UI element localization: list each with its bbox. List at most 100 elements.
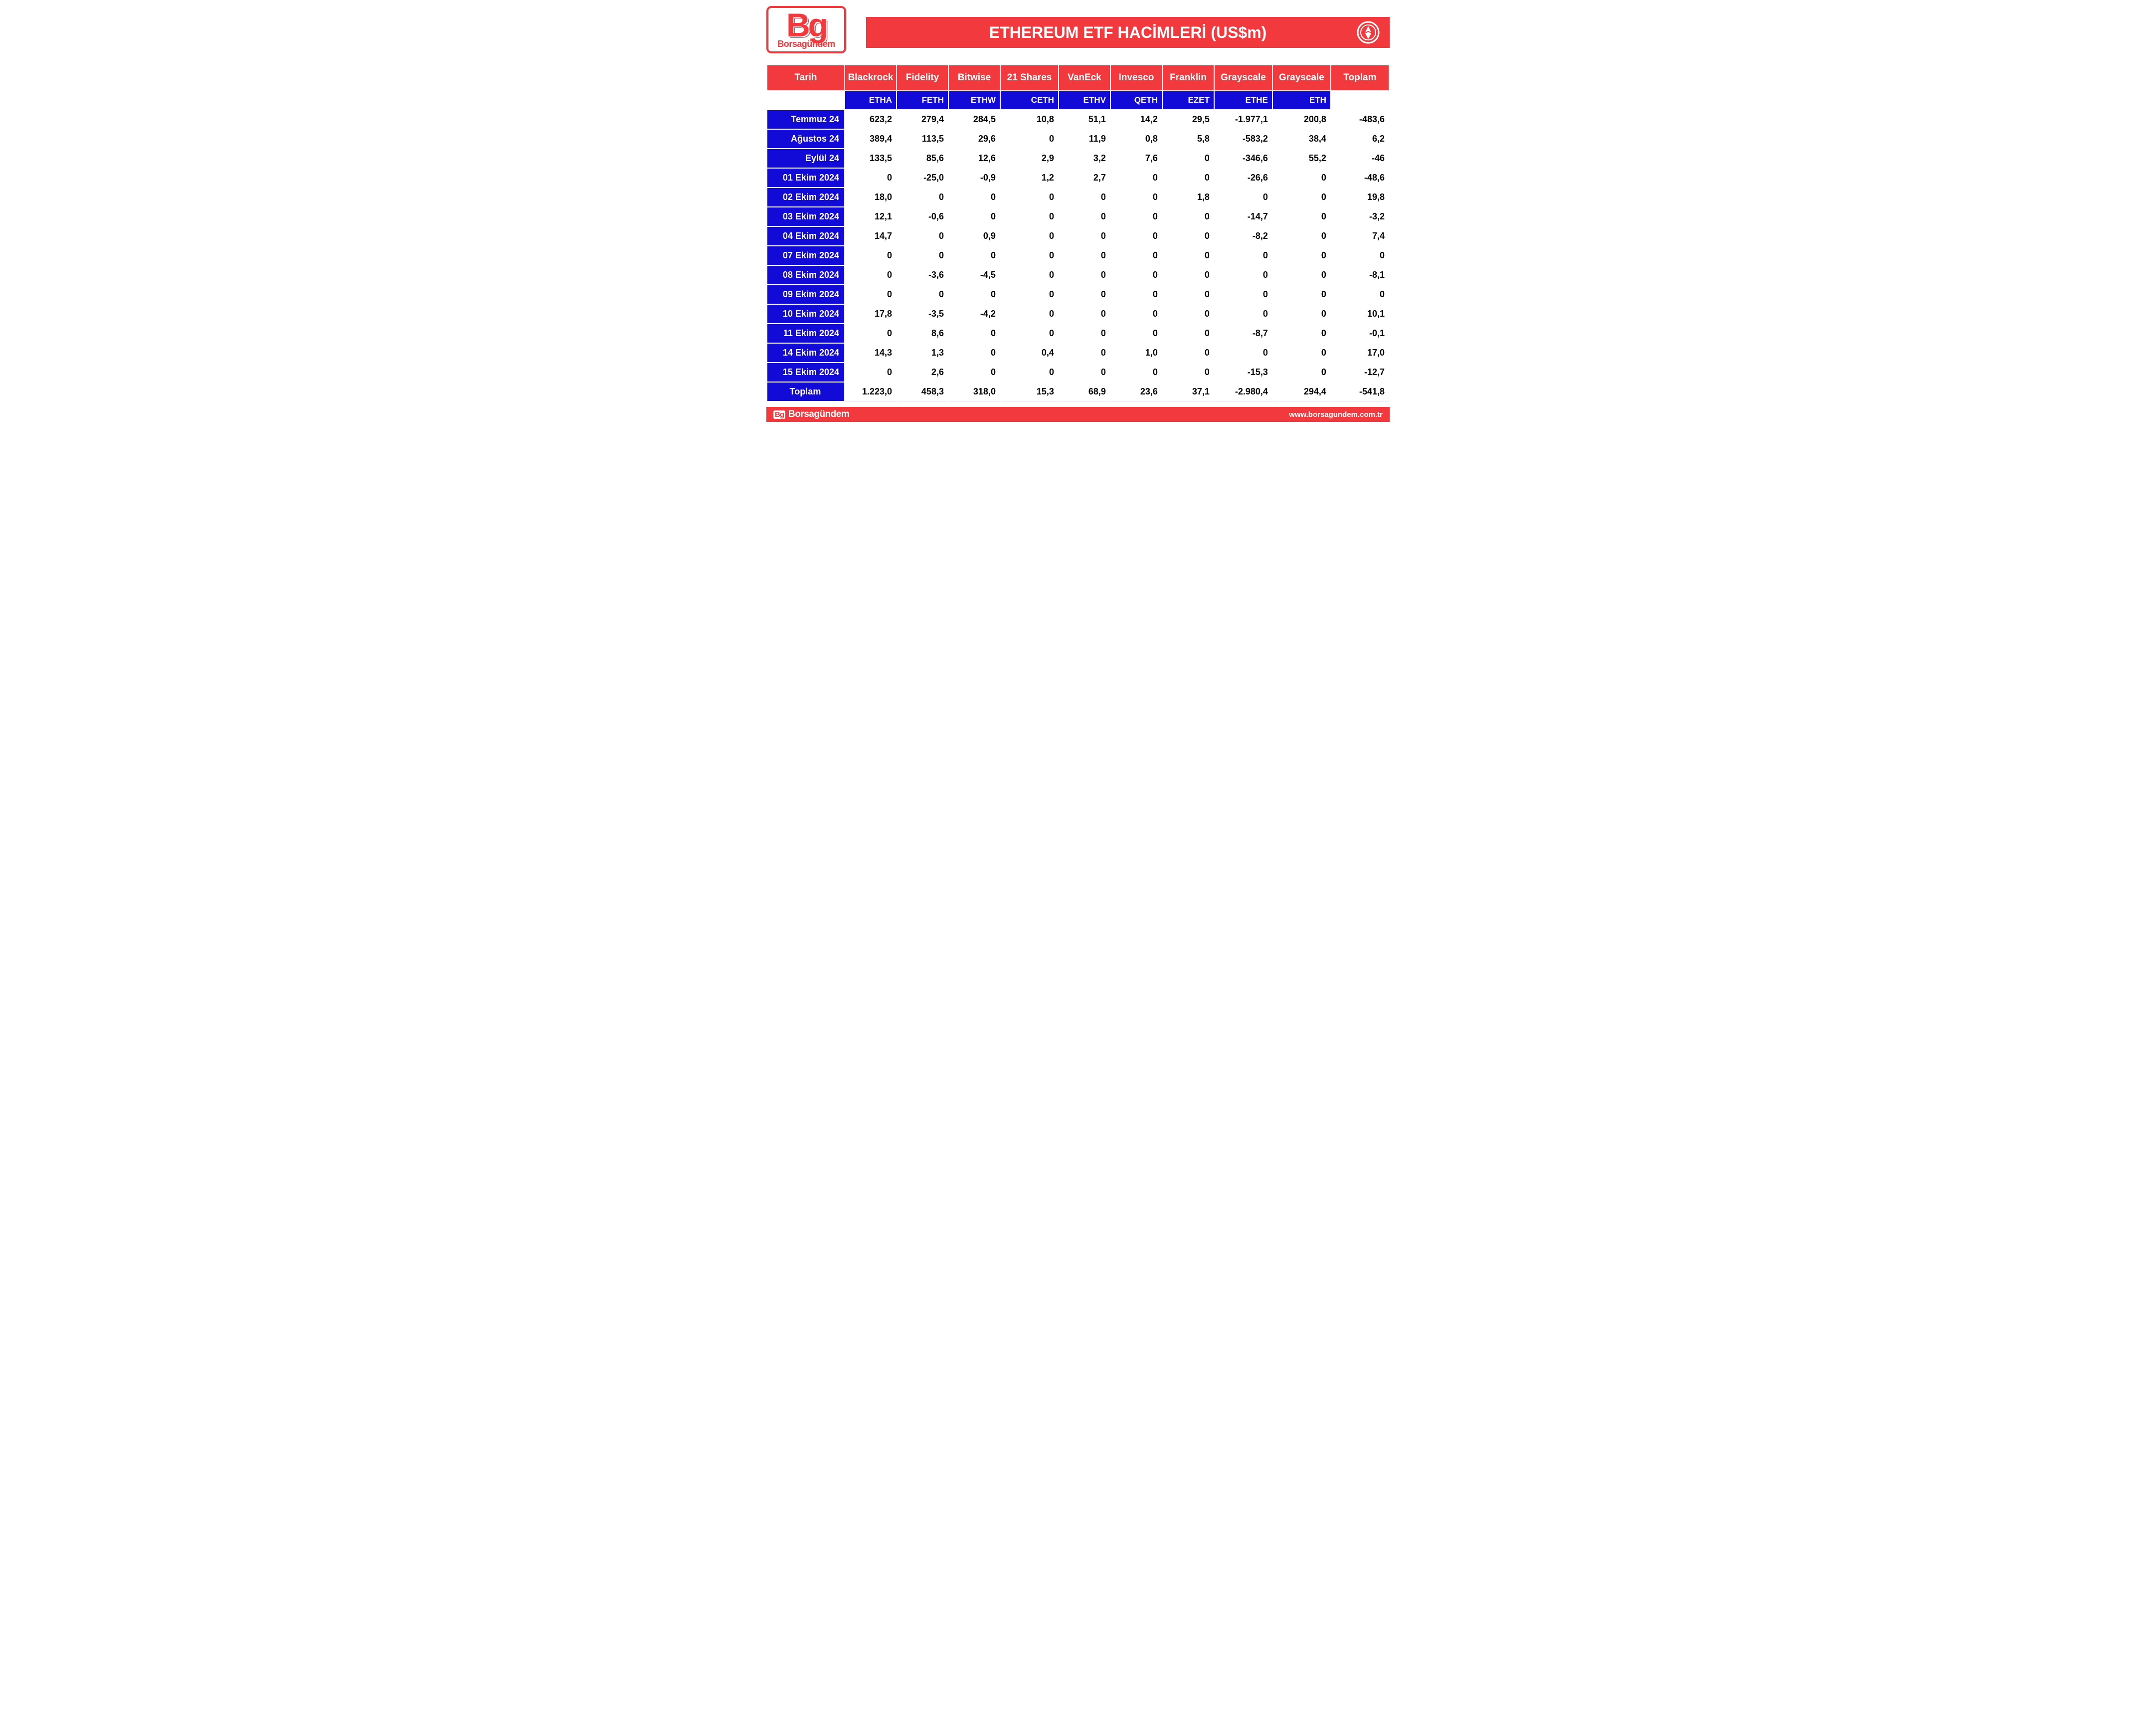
data-cell: 0 (1000, 129, 1059, 149)
column-total-cell: 68,9 (1059, 382, 1110, 401)
data-cell: 0 (1162, 207, 1214, 226)
data-cell: 0 (1272, 363, 1331, 382)
data-cell: 0 (948, 188, 1000, 207)
data-cell: 0 (1214, 343, 1272, 363)
blank-cell (1331, 91, 1389, 110)
table-row: Ağustos 24389,4113,529,6011,90,85,8-583,… (767, 129, 1389, 149)
data-cell: 0 (897, 226, 948, 246)
data-cell: 0 (1162, 265, 1214, 285)
data-cell: 0 (1059, 246, 1110, 265)
column-header-ticker: ETHE (1214, 91, 1272, 110)
blank-cell (767, 91, 845, 110)
data-cell: 0 (1272, 226, 1331, 246)
column-header-provider: Grayscale (1214, 65, 1272, 91)
data-cell: 0 (1000, 226, 1059, 246)
column-header-provider: Bitwise (948, 65, 1000, 91)
data-cell: 0 (1162, 304, 1214, 324)
data-cell: 0 (897, 188, 948, 207)
data-cell: 0 (1000, 363, 1059, 382)
row-total-cell: -46 (1331, 149, 1389, 168)
data-cell: -26,6 (1214, 168, 1272, 188)
data-cell: 0 (845, 324, 897, 343)
table-totals-row: Toplam1.223,0458,3318,015,368,923,637,1-… (767, 382, 1389, 401)
date-cell: Ağustos 24 (767, 129, 845, 149)
data-cell: 0 (948, 324, 1000, 343)
page-title: ETHEREUM ETF HACİMLERİ (US$m) (989, 23, 1266, 42)
date-cell: 07 Ekim 2024 (767, 246, 845, 265)
data-cell: 0 (1000, 304, 1059, 324)
column-header-ticker: ETHA (845, 91, 897, 110)
data-cell: 1,0 (1110, 343, 1162, 363)
data-cell: 279,4 (897, 110, 948, 129)
column-header-provider: Fidelity (897, 65, 948, 91)
data-cell: -4,2 (948, 304, 1000, 324)
brand-logo-small: Borsagündem (773, 39, 839, 49)
row-total-cell: 7,4 (1331, 226, 1389, 246)
data-cell: -25,0 (897, 168, 948, 188)
column-header-date: Tarih (767, 65, 845, 91)
table-header-providers: Tarih Blackrock Fidelity Bitwise 21 Shar… (767, 65, 1389, 91)
column-total-cell: 318,0 (948, 382, 1000, 401)
data-cell: 0,8 (1110, 129, 1162, 149)
date-cell: 08 Ekim 2024 (767, 265, 845, 285)
data-cell: 200,8 (1272, 110, 1331, 129)
totals-label-cell: Toplam (767, 382, 845, 401)
data-cell: -8,7 (1214, 324, 1272, 343)
data-cell: 623,2 (845, 110, 897, 129)
data-cell: 0 (1214, 188, 1272, 207)
data-cell: 0 (1059, 265, 1110, 285)
data-cell: 0 (845, 363, 897, 382)
column-total-cell: 37,1 (1162, 382, 1214, 401)
data-cell: 0 (1162, 324, 1214, 343)
data-cell: 284,5 (948, 110, 1000, 129)
row-total-cell: 6,2 (1331, 129, 1389, 149)
data-cell: 0 (1110, 363, 1162, 382)
data-cell: -0,6 (897, 207, 948, 226)
data-cell: 12,6 (948, 149, 1000, 168)
column-header-ticker: FETH (897, 91, 948, 110)
etf-volumes-table: Tarih Blackrock Fidelity Bitwise 21 Shar… (766, 64, 1390, 402)
data-cell: 0 (1110, 188, 1162, 207)
data-cell: 1,2 (1000, 168, 1059, 188)
data-cell: 0 (1272, 285, 1331, 304)
data-cell: 0 (1272, 265, 1331, 285)
data-cell: 0 (1110, 246, 1162, 265)
data-cell: 133,5 (845, 149, 897, 168)
data-cell: 0 (1059, 363, 1110, 382)
row-total-cell: 0 (1331, 246, 1389, 265)
column-header-provider: Franklin (1162, 65, 1214, 91)
table-row: Temmuz 24623,2279,4284,510,851,114,229,5… (767, 110, 1389, 129)
data-cell: 0 (1059, 285, 1110, 304)
data-cell: -15,3 (1214, 363, 1272, 382)
data-cell: 0 (845, 265, 897, 285)
column-total-cell: 458,3 (897, 382, 948, 401)
data-cell: 0 (1110, 324, 1162, 343)
date-cell: 02 Ekim 2024 (767, 188, 845, 207)
data-cell: 0 (1272, 324, 1331, 343)
data-cell: 0 (1000, 265, 1059, 285)
table-header-tickers: ETHA FETH ETHW CETH ETHV QETH EZET ETHE … (767, 91, 1389, 110)
data-cell: 14,3 (845, 343, 897, 363)
data-cell: 0 (948, 363, 1000, 382)
table-row: 09 Ekim 20240000000000 (767, 285, 1389, 304)
data-cell: -3,5 (897, 304, 948, 324)
grand-total-cell: -541,8 (1331, 382, 1389, 401)
data-cell: -346,6 (1214, 149, 1272, 168)
row-total-cell: 0 (1331, 285, 1389, 304)
data-cell: -14,7 (1214, 207, 1272, 226)
row-total-cell: -8,1 (1331, 265, 1389, 285)
date-cell: 14 Ekim 2024 (767, 343, 845, 363)
data-cell: 18,0 (845, 188, 897, 207)
date-cell: 09 Ekim 2024 (767, 285, 845, 304)
data-cell: 0 (1162, 285, 1214, 304)
data-cell: 2,7 (1059, 168, 1110, 188)
data-cell: 0 (845, 285, 897, 304)
data-cell: -4,5 (948, 265, 1000, 285)
column-header-ticker: EZET (1162, 91, 1214, 110)
data-cell: 0 (1272, 168, 1331, 188)
data-cell: 0 (1059, 324, 1110, 343)
data-cell: 0 (948, 246, 1000, 265)
ethereum-icon (1357, 21, 1380, 44)
data-cell: 0 (1110, 285, 1162, 304)
column-header-provider: Grayscale (1272, 65, 1331, 91)
